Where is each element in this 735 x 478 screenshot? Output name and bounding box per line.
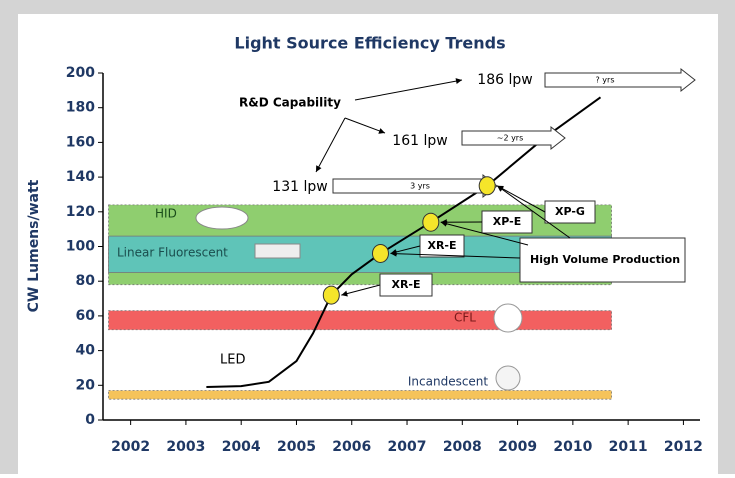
band — [109, 391, 612, 400]
x-tick-label: 2011 — [609, 439, 648, 455]
annotation: 186 lpw — [477, 72, 532, 88]
hid-bulb — [196, 207, 248, 229]
y-tick-label: 20 — [76, 377, 96, 393]
point-marker — [479, 177, 495, 195]
point-label: XR-E — [427, 239, 456, 252]
annotation: 161 lpw — [392, 133, 447, 149]
x-tick-label: 2005 — [277, 439, 316, 455]
y-tick-label: 80 — [76, 273, 96, 289]
y-tick-label: 140 — [66, 169, 95, 185]
x-tick-label: 2008 — [443, 439, 482, 455]
x-tick-label: 2010 — [553, 439, 592, 455]
point-marker — [323, 286, 339, 304]
x-tick-label: 2006 — [332, 439, 371, 455]
incandescent-bulb — [496, 366, 520, 390]
y-tick-label: 100 — [66, 239, 95, 255]
x-tick-label: 2003 — [166, 439, 205, 455]
annotation: ? yrs — [596, 76, 615, 85]
y-tick-label: 120 — [66, 204, 95, 220]
y-tick-label: 60 — [76, 308, 96, 324]
y-tick-label: 180 — [66, 100, 95, 116]
point-label: XR-E — [391, 278, 420, 291]
y-axis-label: CW Lumens/watt — [26, 179, 42, 312]
annotation: 3 yrs — [410, 182, 430, 191]
point-marker — [423, 213, 439, 231]
band-label: Incandescent — [408, 375, 489, 389]
band-label: CFL — [454, 311, 476, 325]
x-tick-label: 2004 — [222, 439, 261, 455]
x-tick-label: 2002 — [111, 439, 150, 455]
point-label: XP-E — [493, 215, 521, 228]
chart: Light Source Efficiency Trends CW Lumens… — [0, 0, 735, 474]
band-label: Linear Fluorescent — [117, 246, 228, 260]
cfl-bulb — [494, 304, 522, 332]
annotation: ~2 yrs — [497, 134, 524, 143]
band-label: HID — [155, 207, 177, 221]
series-label: LED — [220, 353, 245, 368]
y-tick-label: 0 — [85, 412, 95, 428]
band — [109, 311, 612, 330]
x-tick-label: 2012 — [664, 439, 703, 455]
annotation: 131 lpw — [272, 179, 327, 195]
y-tick-label: 160 — [66, 134, 95, 150]
x-tick-label: 2007 — [388, 439, 427, 455]
annotation: High Volume Production — [530, 253, 680, 266]
y-tick-label: 200 — [66, 65, 95, 81]
x-tick-label: 2009 — [498, 439, 537, 455]
point-marker — [372, 244, 388, 262]
fluorescent-tube — [255, 244, 300, 258]
chart-title: Light Source Efficiency Trends — [234, 34, 505, 53]
annotation: R&D Capability — [239, 96, 341, 110]
y-tick-label: 40 — [76, 343, 96, 359]
point-label: XP-G — [555, 205, 585, 218]
